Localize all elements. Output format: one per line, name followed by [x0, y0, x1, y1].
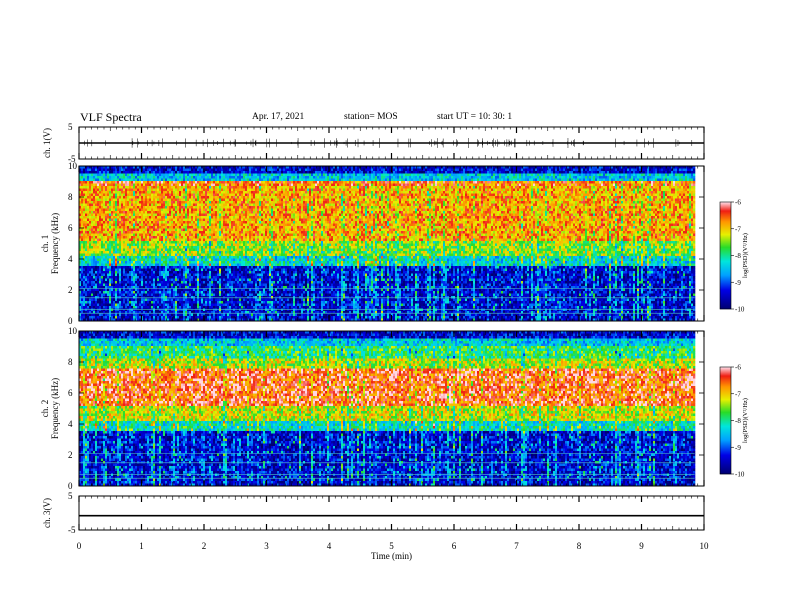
y-tick-label: 8 — [68, 357, 73, 367]
colorbar-tick-label: -9 — [735, 279, 741, 287]
y-tick-label: 0 — [68, 481, 73, 491]
colorbar-tick-label: -10 — [735, 306, 745, 314]
vlf-spectra-figure: ch. 1(V) 5 -5 -6 -7 -8 -9 -10 log(PSD)(V²/Hz) Fre… — [0, 0, 792, 612]
x-tick-label: 6 — [452, 541, 457, 551]
colorbar-tick-label: -7 — [735, 225, 741, 233]
y-tick-label: 8 — [68, 192, 73, 202]
y-tick-label: 2 — [68, 450, 73, 460]
x-axis-label: Time (min) — [371, 551, 412, 561]
y-tick-label: 2 — [68, 285, 73, 295]
ch3-voltage-panel: ch. 3(V) 5 -5 — [42, 491, 704, 535]
y-tick-label: 5 — [68, 491, 73, 501]
x-tick-label: 7 — [514, 541, 519, 551]
ch1-voltage-trace — [79, 138, 704, 148]
colorbar-tick-label: -6 — [735, 199, 741, 207]
ch1-voltage-panel: ch. 1(V)5-5 — [42, 122, 704, 164]
y-axis-label: ch. 2 — [40, 400, 50, 418]
x-tick-label: 10 — [700, 541, 710, 551]
ch1-spectrogram-heatmap — [79, 166, 695, 321]
x-tick-label: 0 — [77, 541, 82, 551]
colorbar-tick-label: -8 — [735, 252, 741, 260]
ch2-spectrogram-colorbar: -6 -7 -8 -9 -10 log(PSD)(V²/Hz) — [720, 364, 749, 479]
colorbar-tick-label: -7 — [735, 390, 741, 398]
y-axis-label: Frequency (kHz) — [50, 378, 60, 439]
colorbar-tick-label: -10 — [735, 471, 745, 479]
y-tick-label: 6 — [68, 388, 73, 398]
y-tick-label: 10 — [68, 161, 78, 171]
y-tick-label: 4 — [68, 254, 73, 264]
x-tick-label: 9 — [639, 541, 644, 551]
y-axis-label: Frequency (kHz) — [50, 213, 60, 274]
ch2-spectrogram-heatmap — [79, 331, 695, 486]
y-axis-label: ch. 1 — [40, 235, 50, 253]
y-tick-label: 10 — [68, 326, 78, 336]
colorbar-label: log(PSD)(V²/Hz) — [742, 398, 749, 443]
y-tick-label: 4 — [68, 419, 73, 429]
y-tick-label: 6 — [68, 223, 73, 233]
x-tick-label: 2 — [202, 541, 207, 551]
ch2-spectrogram-panel: -6 -7 -8 -9 -10 log(PSD)(V²/Hz) Frequency (kHz… — [40, 326, 749, 491]
x-tick-label: 1 — [139, 541, 144, 551]
colorbar-tick-label: -6 — [735, 364, 741, 372]
y-axis-label: ch. 3(V) — [42, 498, 52, 528]
ch1-spectrogram-colorbar: -6 -7 -8 -9 -10 log(PSD)(V²/Hz) — [720, 199, 749, 314]
colorbar-label: log(PSD)(V²/Hz) — [742, 233, 749, 278]
colorbar-tick-label: -9 — [735, 444, 741, 452]
x-tick-label: 4 — [327, 541, 332, 551]
x-tick-label: 5 — [389, 541, 394, 551]
x-tick-label: 8 — [577, 541, 582, 551]
y-tick-label: -5 — [68, 525, 76, 535]
y-axis-label: ch. 1(V) — [42, 128, 52, 158]
y-tick-label: 5 — [68, 122, 73, 132]
x-tick-label: 3 — [264, 541, 269, 551]
ch1-spectrogram-panel: -6 -7 -8 -9 -10 log(PSD)(V²/Hz) Frequency (kHz… — [40, 161, 749, 326]
y-tick-label: 0 — [68, 316, 73, 326]
colorbar-tick-label: -8 — [735, 417, 741, 425]
